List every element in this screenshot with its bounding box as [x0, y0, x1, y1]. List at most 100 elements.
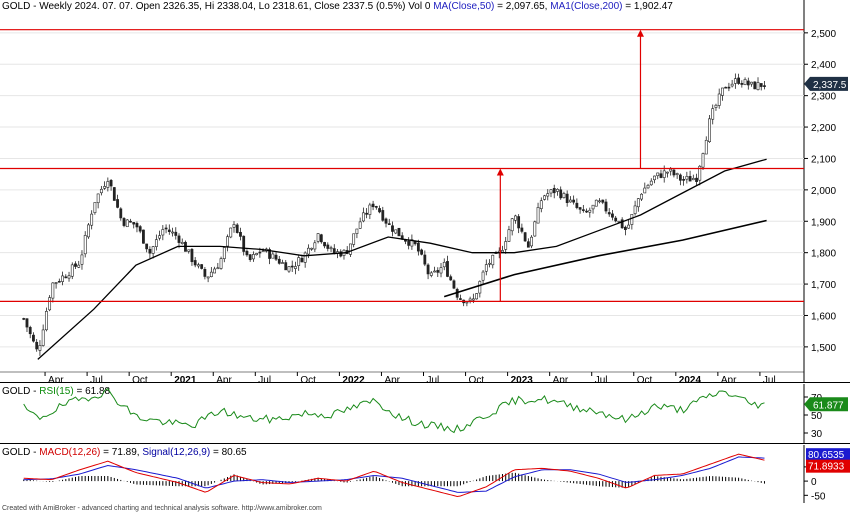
rsi-chart[interactable]: 70503061.877 — [0, 384, 850, 444]
ma50-legend-value: = 2,097.65, — [494, 1, 551, 12]
candle-body — [213, 268, 216, 274]
candle — [666, 171, 669, 178]
candle-body — [484, 264, 488, 272]
last-price-badge — [804, 76, 848, 91]
candle — [691, 174, 695, 181]
candle-body — [290, 265, 294, 268]
price-pane[interactable]: GOLD - Weekly 2024. 07. 07. Open 2326.35… — [0, 0, 850, 383]
candle-body — [242, 235, 246, 252]
candle-body — [148, 248, 152, 254]
candle — [38, 340, 42, 356]
candle-body — [581, 209, 585, 211]
candle-body — [546, 193, 550, 197]
candle-body — [277, 258, 281, 264]
candle-body — [533, 221, 537, 237]
candle-body — [32, 334, 35, 342]
candle-body — [407, 240, 411, 246]
candle-body — [708, 118, 711, 143]
candle — [598, 198, 601, 204]
candle — [190, 248, 194, 266]
macd-pane[interactable]: GOLD - MACD(12,26) = 71.89, Signal(12,26… — [0, 445, 850, 503]
rsi-pane[interactable]: GOLD - RSI(15) = 61.88 70503061.877 — [0, 384, 850, 444]
candle-body — [640, 193, 643, 200]
candle-body — [197, 264, 200, 267]
candle-body — [90, 213, 94, 226]
candle-body — [504, 241, 508, 250]
candle-body — [572, 199, 576, 203]
candle — [319, 233, 323, 244]
candle-body — [74, 263, 77, 267]
x-tick-label: 2024 — [679, 375, 702, 383]
candle — [753, 81, 757, 90]
candle-body — [578, 207, 582, 210]
candle-body — [161, 229, 165, 236]
x-tick-label: Apr — [384, 375, 400, 383]
candle — [148, 246, 152, 259]
candle — [310, 247, 314, 251]
candle-body — [200, 264, 204, 269]
x-tick-label: Jul — [763, 375, 776, 383]
candle-body — [132, 222, 136, 225]
candle-body — [294, 266, 297, 269]
candle — [517, 214, 521, 234]
candle-body — [255, 253, 259, 256]
macd-value-badge — [806, 459, 850, 473]
candle-body — [122, 218, 126, 226]
candle — [733, 73, 737, 89]
candle-body — [151, 246, 155, 254]
candle — [643, 182, 647, 194]
candle-body — [701, 153, 705, 168]
candle-body — [297, 257, 301, 266]
candle — [93, 202, 97, 215]
candle-body — [759, 83, 763, 87]
candle-body — [475, 293, 478, 300]
candle-body — [142, 229, 145, 244]
price-chart[interactable]: 2,500 2,400 2,300 2,200 2,100 2,000 1,900 1,800… — [0, 0, 850, 383]
candle — [501, 245, 504, 253]
candle-body — [51, 282, 55, 299]
candle — [439, 263, 443, 278]
candle-body — [35, 341, 39, 350]
macd-line — [23, 453, 765, 498]
candle — [575, 198, 579, 210]
candle-body — [659, 173, 663, 178]
candle — [187, 249, 191, 254]
candle — [323, 241, 326, 249]
candle — [578, 206, 582, 214]
candle-body — [750, 81, 753, 85]
candle — [25, 318, 29, 333]
candle-body — [607, 212, 611, 215]
candle-body — [54, 282, 58, 284]
candle — [640, 193, 643, 201]
x-tick-label: Oct — [637, 375, 653, 383]
candle — [449, 274, 453, 281]
x-tick-label: Apr — [216, 375, 232, 383]
candle — [552, 184, 556, 199]
candle-body — [672, 169, 676, 176]
candle — [562, 191, 566, 199]
price-header-symbol: GOLD — [2, 1, 31, 12]
candle-body — [164, 227, 168, 230]
candle-body — [614, 217, 618, 222]
x-tick-label: Jul — [427, 375, 440, 383]
candle-body — [109, 180, 113, 187]
candle — [420, 248, 424, 256]
candle-body — [368, 204, 372, 215]
candle — [352, 233, 356, 248]
candle-body — [371, 203, 375, 208]
candle — [688, 170, 692, 182]
candle-body — [281, 262, 284, 264]
candle — [543, 194, 546, 201]
candle — [462, 299, 466, 307]
y-tick-label: 1,500 — [811, 343, 836, 354]
macd-header-sep: - — [30, 447, 40, 458]
candle-body — [530, 236, 533, 247]
candle — [342, 249, 346, 260]
candle-body — [22, 318, 26, 320]
candle-body — [763, 85, 766, 87]
candle — [287, 266, 291, 273]
ma50-legend: MA(Close,50) — [433, 1, 495, 12]
candle-body — [261, 250, 265, 252]
candle — [565, 190, 569, 207]
